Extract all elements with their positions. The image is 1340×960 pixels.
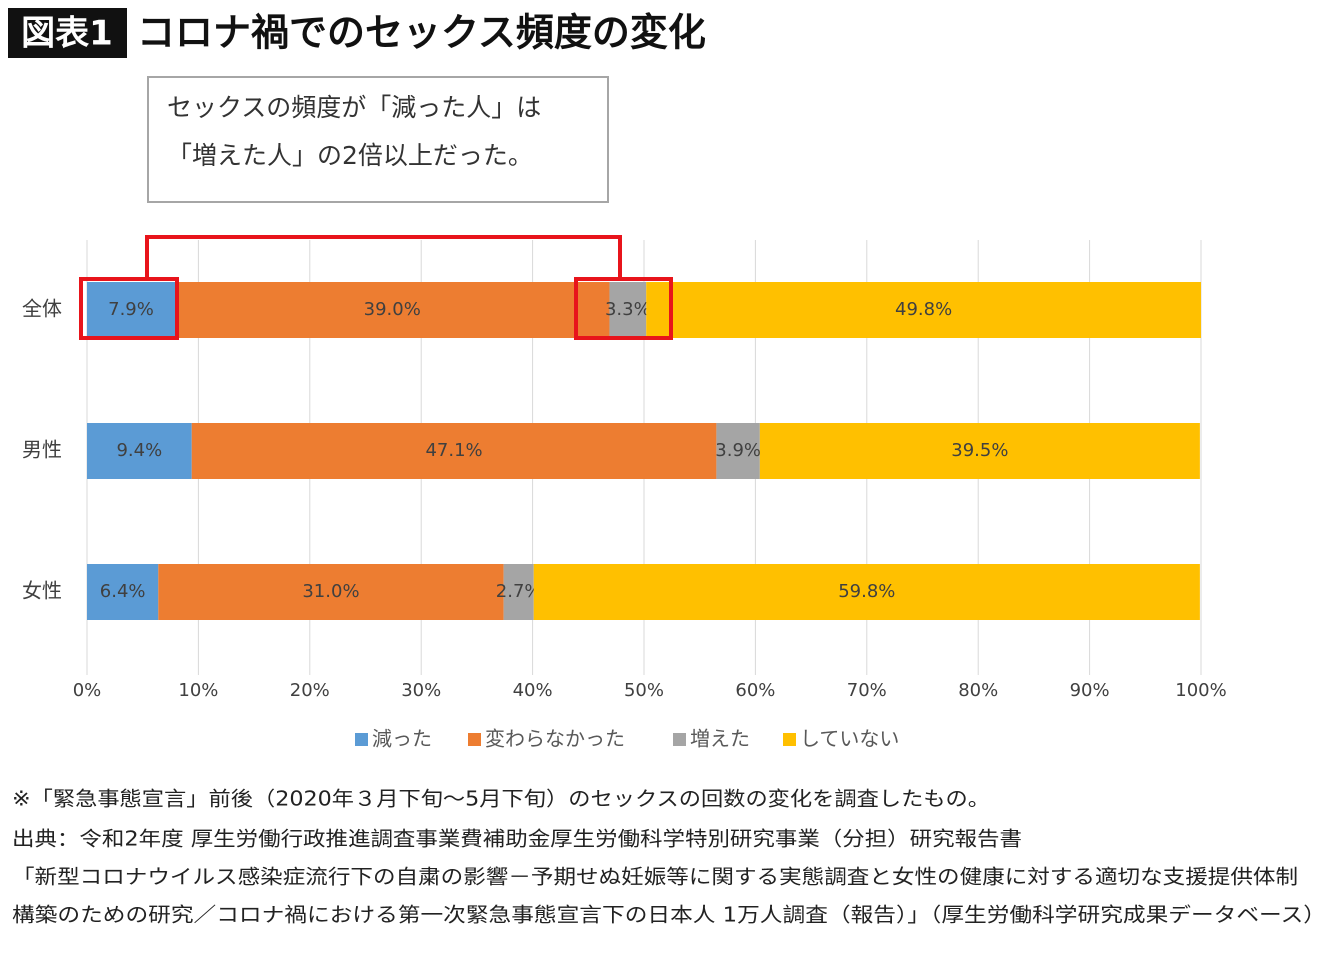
legend-label: 変わらなかった [485, 727, 625, 751]
bar-segment [609, 282, 647, 338]
y-tick-label: 全体 [22, 297, 62, 321]
bar-segment [533, 564, 1200, 620]
note: ※「緊急事態宣言」前後（2020年３月下旬～5月下旬）のセックスの回数の変化を調… [12, 787, 990, 811]
bar-segment [646, 282, 1201, 338]
annotation-line: セックスの頻度が「減った人」は [167, 93, 541, 122]
value-label: 7.9% [108, 299, 154, 320]
highlight-bracket [145, 235, 622, 278]
annotation-line: 「増えた人」の2倍以上だった。 [167, 141, 533, 170]
value-label: 39.0% [364, 299, 421, 320]
bar-segment [175, 282, 610, 338]
legend-swatch [468, 733, 481, 746]
bar-segment [158, 564, 504, 620]
x-tick-label: 70% [847, 680, 887, 701]
note: 出典：令和2年度 厚生労働行政推進調査事業費補助金厚生労働科学特別研究事業（分担… [12, 827, 1022, 851]
x-tick-label: 80% [958, 680, 998, 701]
legend-swatch [783, 733, 796, 746]
annotation-box [147, 76, 609, 203]
x-tick-label: 60% [735, 680, 775, 701]
x-tick-label: 30% [401, 680, 441, 701]
value-label: 3.9% [715, 440, 761, 461]
value-label: 39.5% [951, 440, 1008, 461]
value-label: 9.4% [116, 440, 162, 461]
highlight [79, 235, 673, 340]
bar-segment [87, 423, 192, 479]
value-label: 2.7% [496, 581, 542, 602]
x-tick-label: 10% [178, 680, 218, 701]
legend-label: 増えた [690, 727, 750, 751]
note: 「新型コロナウイルス感染症流行下の自粛の影響－予期せぬ妊娠等に関する実態調査と女… [12, 865, 1298, 889]
bar-segment [759, 423, 1200, 479]
legend-label: していない [800, 727, 899, 751]
x-tick-label: 20% [290, 680, 330, 701]
chart-title: コロナ禍でのセックス頻度の変化 [137, 11, 706, 55]
y-tick-label: 男性 [22, 438, 62, 462]
value-label: 6.4% [100, 581, 146, 602]
bar-segment [716, 423, 760, 479]
value-label: 59.8% [838, 581, 895, 602]
x-tick-label: 50% [624, 680, 664, 701]
badge-bg [8, 8, 127, 58]
note: 構築のための研究／コロナ禍における第一次緊急事態宣言下の日本人 1万人調査（報告… [12, 903, 1326, 927]
x-tick-label: 0% [73, 680, 102, 701]
bar-segment [87, 564, 159, 620]
value-label: 3.3% [605, 299, 651, 320]
value-label: 31.0% [302, 581, 359, 602]
legend-label: 減った [372, 727, 432, 751]
bar-segment [191, 423, 717, 479]
badge: 図表1 [21, 14, 113, 54]
highlight-box [574, 277, 673, 340]
bar-segment [503, 564, 534, 620]
value-label: 49.8% [895, 299, 952, 320]
x-tick-label: 40% [513, 680, 553, 701]
bar-segment [87, 282, 176, 338]
highlight-box [79, 277, 179, 340]
x-tick-label: 100% [1175, 680, 1226, 701]
y-tick-label: 女性 [22, 579, 62, 603]
value-label: 47.1% [425, 440, 482, 461]
legend-swatch [355, 733, 368, 746]
x-tick-label: 90% [1070, 680, 1110, 701]
legend-swatch [673, 733, 686, 746]
